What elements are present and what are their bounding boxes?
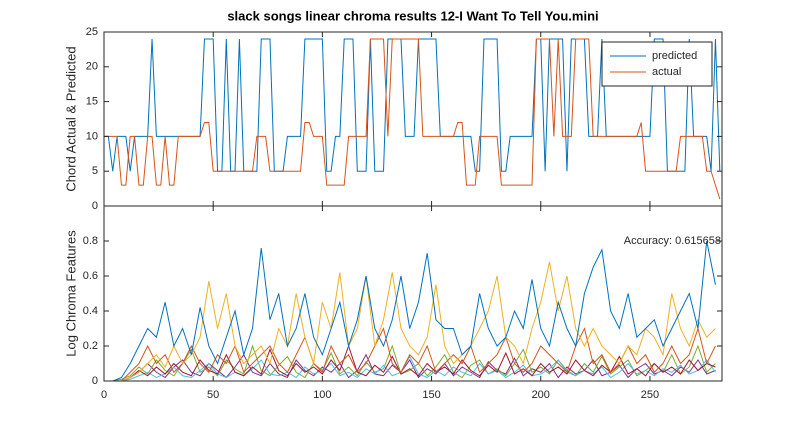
y-tick-label: 5 [92, 165, 98, 177]
y-tick-label: 20 [86, 61, 98, 73]
series-line [104, 355, 716, 381]
legend-box [601, 41, 713, 87]
series-line [104, 326, 716, 381]
x-tick-label: 200 [532, 389, 550, 401]
series-line [104, 344, 716, 381]
y-tick-label: 0.4 [83, 305, 98, 317]
y-tick-label: 15 [86, 96, 98, 108]
series-line [104, 240, 716, 381]
y-tick-label: 10 [86, 130, 98, 142]
y-tick-label: 0.2 [83, 340, 98, 352]
x-tick-label: 50 [207, 389, 219, 401]
y-axis-label: Chord Actual & Predicted [63, 46, 78, 191]
y-tick-label: 0 [92, 200, 98, 212]
y-tick-label: 0.6 [83, 270, 98, 282]
legend-label: predicted [652, 50, 697, 62]
y-tick-label: 25 [86, 26, 98, 38]
annotation: Accuracy: 0.615658 [624, 235, 721, 247]
y-tick-label: 0.8 [83, 235, 98, 247]
y-axis-label: Log Chroma Features [63, 230, 78, 357]
x-tick-label: 150 [422, 389, 440, 401]
series-line [104, 38, 721, 200]
x-tick-label: 100 [313, 389, 331, 401]
axes-box [103, 205, 723, 382]
y-tick-label: 0 [92, 375, 98, 387]
chart-title: slack songs linear chroma results 12-I W… [227, 8, 598, 23]
series-line [104, 261, 716, 381]
legend-label: actual [652, 66, 681, 78]
x-tick-label: 250 [641, 389, 659, 401]
x-tick-label: 0 [101, 389, 107, 401]
